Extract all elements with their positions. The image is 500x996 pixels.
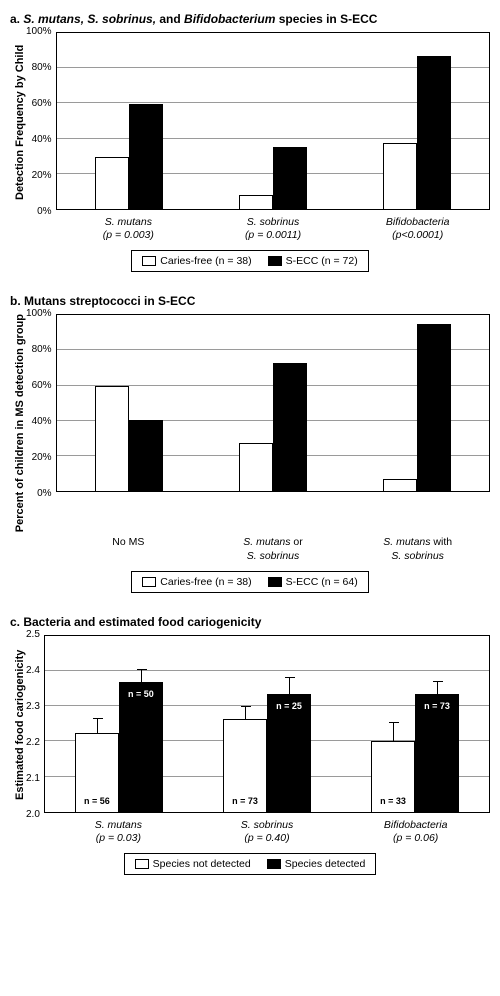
bar-group bbox=[345, 33, 489, 209]
panel-b-legend: Caries-free (n = 38) S-ECC (n = 64) bbox=[131, 571, 368, 593]
x-category: S. mutans(p = 0.003) bbox=[56, 212, 201, 242]
bar bbox=[383, 143, 417, 209]
bar: n = 73 bbox=[223, 719, 267, 812]
bar-group bbox=[57, 315, 201, 491]
legend-item: Caries-free (n = 38) bbox=[142, 255, 251, 267]
bar bbox=[95, 386, 129, 491]
bar: n = 50 bbox=[119, 682, 163, 812]
panel-a-ylabel: Detection Frequency by Child bbox=[10, 32, 26, 212]
legend-item: Species detected bbox=[267, 858, 366, 870]
bar-group bbox=[345, 315, 489, 491]
panel-a: a. S. mutans, S. sobrinus, and Bifidobac… bbox=[10, 12, 490, 272]
panel-a-xaxis: S. mutans(p = 0.003)S. sobrinus(p = 0.00… bbox=[56, 212, 490, 242]
bar: n = 33 bbox=[371, 741, 415, 812]
panel-c-ylabel: Estimated food cariogenicity bbox=[10, 635, 26, 815]
panel-b-title: b. Mutans streptococci in S-ECC bbox=[10, 294, 490, 308]
legend-item: S-ECC (n = 64) bbox=[268, 576, 358, 588]
x-category: S. mutans(p = 0.03) bbox=[44, 815, 193, 845]
panel-c-legend: Species not detected Species detected bbox=[124, 853, 377, 875]
bar bbox=[383, 479, 417, 491]
bar-group bbox=[57, 33, 201, 209]
bar bbox=[273, 147, 307, 209]
x-category: S. sobrinus(p = 0.0011) bbox=[201, 212, 346, 242]
bar: n = 73 bbox=[415, 694, 459, 811]
bar bbox=[239, 443, 273, 491]
x-category: S. mutans withS. sobrinus bbox=[345, 532, 490, 562]
legend-item: Species not detected bbox=[135, 858, 251, 870]
x-category: Bifidobacteria(p<0.0001) bbox=[345, 212, 490, 242]
bar bbox=[273, 363, 307, 491]
bar-group: n = 73n = 25 bbox=[193, 636, 341, 812]
x-category: S. sobrinus(p = 0.40) bbox=[193, 815, 342, 845]
x-category: S. mutans orS. sobrinus bbox=[201, 532, 346, 562]
panel-c-title: c. Bacteria and estimated food cariogeni… bbox=[10, 615, 490, 629]
x-category: No MS bbox=[56, 532, 201, 562]
panel-b-plot bbox=[56, 314, 490, 492]
bar: n = 25 bbox=[267, 694, 311, 811]
panel-b-xaxis: No MSS. mutans orS. sobrinusS. mutans wi… bbox=[56, 532, 490, 562]
legend-item: S-ECC (n = 72) bbox=[268, 255, 358, 267]
bar-group bbox=[201, 33, 345, 209]
legend-item: Caries-free (n = 38) bbox=[142, 576, 251, 588]
bar bbox=[417, 324, 451, 491]
panel-a-plot bbox=[56, 32, 490, 210]
panel-c-plot: n = 56n = 50n = 73n = 25n = 33n = 73 bbox=[44, 635, 490, 813]
panel-a-yaxis: 100%80%60%40%20%0% bbox=[26, 32, 56, 212]
panel-c-xaxis: S. mutans(p = 0.03)S. sobrinus(p = 0.40)… bbox=[44, 815, 490, 845]
bar bbox=[417, 56, 451, 209]
panel-c: c. Bacteria and estimated food cariogeni… bbox=[10, 615, 490, 875]
bar bbox=[129, 104, 163, 209]
panel-a-title: a. S. mutans, S. sobrinus, and Bifidobac… bbox=[10, 12, 490, 26]
bar bbox=[239, 195, 273, 209]
bar: n = 56 bbox=[75, 733, 119, 811]
bar-group: n = 56n = 50 bbox=[45, 636, 193, 812]
bar-group: n = 33n = 73 bbox=[341, 636, 489, 812]
x-category: Bifidobacteria(p = 0.06) bbox=[341, 815, 490, 845]
panel-c-yaxis: 2.52.42.32.22.12.0 bbox=[26, 635, 44, 815]
panel-b-yaxis: 100%80%60%40%20%0% bbox=[26, 314, 56, 494]
panel-a-legend: Caries-free (n = 38) S-ECC (n = 72) bbox=[131, 250, 368, 272]
bar bbox=[129, 420, 163, 491]
panel-b-ylabel: Percent of children in MS detection grou… bbox=[10, 314, 26, 532]
bar bbox=[95, 157, 129, 209]
panel-b: b. Mutans streptococci in S-ECC Percent … bbox=[10, 294, 490, 592]
bar-group bbox=[201, 315, 345, 491]
